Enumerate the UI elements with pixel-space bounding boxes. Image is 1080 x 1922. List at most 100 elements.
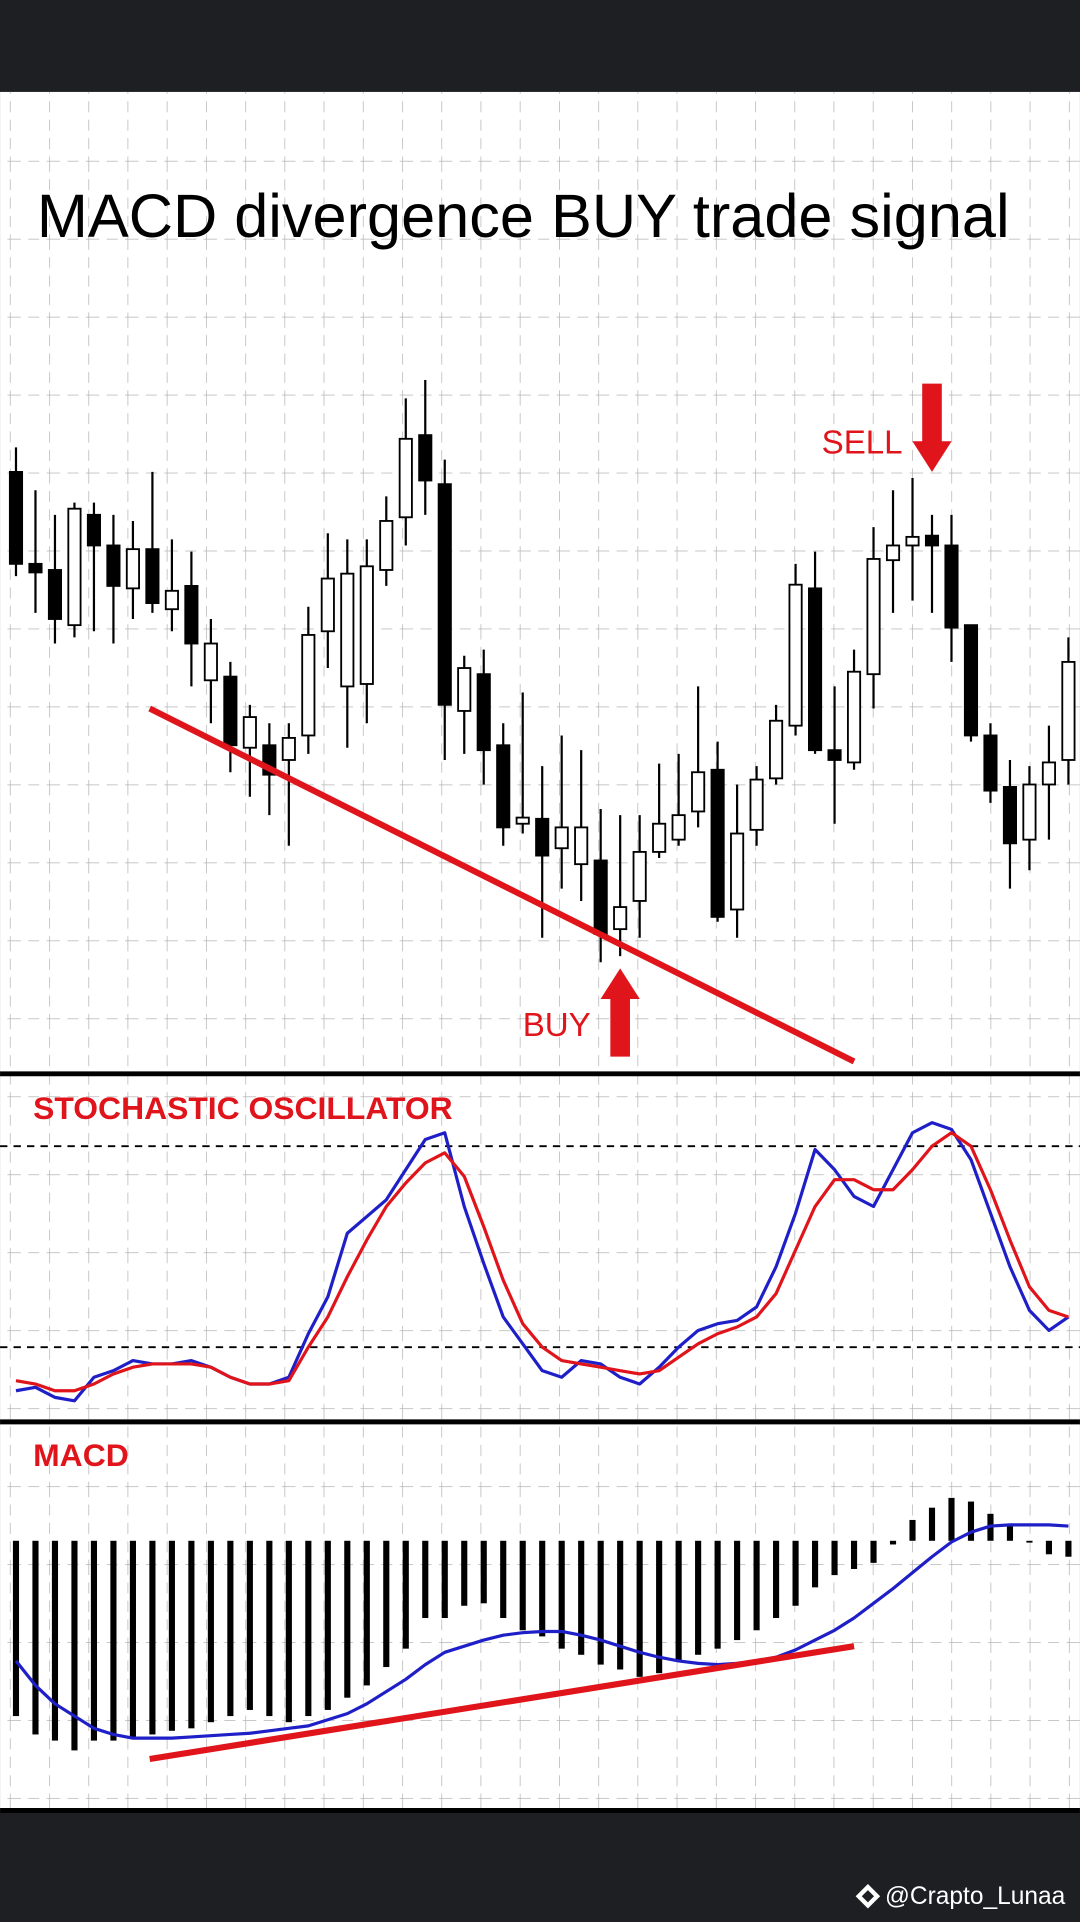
histogram-bar [1006, 1526, 1014, 1541]
histogram-bar [1026, 1540, 1033, 1543]
candle-body [691, 771, 706, 813]
histogram-bar [636, 1540, 643, 1677]
histogram-bar [246, 1540, 253, 1710]
candle-body [359, 565, 374, 685]
histogram-bar [71, 1540, 78, 1751]
histogram-bar [402, 1540, 409, 1649]
candle-body [437, 483, 452, 706]
histogram-bar [285, 1540, 292, 1723]
histogram-bar [422, 1540, 429, 1619]
histogram-bar [383, 1540, 390, 1668]
candle-body [242, 716, 257, 749]
candle-body [944, 544, 959, 629]
watermark-logo [855, 1884, 881, 1909]
histogram-bar [909, 1519, 916, 1541]
histogram-bar [149, 1540, 156, 1735]
candle-body [379, 520, 394, 571]
histogram-bar [695, 1540, 702, 1655]
histogram-bar [773, 1540, 780, 1619]
histogram-bar [324, 1540, 331, 1710]
arrow [600, 968, 640, 1057]
histogram-bar [519, 1540, 526, 1631]
trendline [149, 1643, 855, 1762]
panel-title: STOCHASTIC OSCILLATOR [33, 1090, 453, 1126]
candle-body [106, 544, 121, 587]
histogram-bar [500, 1540, 507, 1619]
candle-body [476, 673, 491, 752]
candle-body [340, 572, 355, 688]
candle-body [710, 768, 725, 918]
candle-body [418, 434, 433, 482]
candle-body [846, 670, 862, 764]
histogram-bar [967, 1501, 975, 1541]
histogram-bar [266, 1540, 273, 1717]
candle-body [86, 513, 101, 547]
candle-body [788, 583, 803, 727]
histogram-bar [831, 1540, 838, 1576]
candle-body [67, 507, 82, 627]
histogram-bar [656, 1540, 663, 1674]
histogram-bar [90, 1540, 98, 1741]
histogram-bar [1065, 1540, 1072, 1557]
histogram-bar [110, 1540, 117, 1741]
grid [0, 91, 1080, 1812]
candle-body [125, 548, 140, 590]
candle-body [1061, 660, 1076, 761]
series-line [15, 1131, 1069, 1393]
histogram-bar [734, 1540, 741, 1641]
histogram-bar [617, 1540, 624, 1670]
candle-body [28, 562, 43, 574]
histogram-bar [344, 1540, 351, 1698]
candle-body [535, 817, 550, 857]
histogram-bar [597, 1540, 604, 1665]
chart-title: MACD divergence BUY trade signal [37, 182, 1010, 250]
histogram-bar [51, 1540, 59, 1741]
candle-body [652, 822, 667, 853]
candle-body [983, 734, 998, 792]
histogram-bar [12, 1540, 20, 1717]
candle-body [8, 471, 24, 565]
histogram-bar [188, 1540, 195, 1729]
histogram-bar [948, 1497, 955, 1541]
histogram-bar [928, 1507, 936, 1541]
histogram-bar [811, 1540, 819, 1588]
candle-body [281, 736, 296, 761]
candle-body [1022, 783, 1037, 841]
annotation-label: SELL [822, 425, 903, 462]
candle-body [730, 832, 745, 911]
candle-body [671, 814, 686, 841]
candle-body [613, 906, 628, 931]
trendline [148, 705, 856, 1065]
candle-body [924, 534, 940, 547]
candle-body [554, 826, 569, 850]
candle-body [769, 719, 784, 780]
histogram-bar [714, 1540, 721, 1649]
histogram-bar [168, 1540, 175, 1731]
histogram-bar [227, 1540, 234, 1717]
histogram-bar [480, 1540, 487, 1604]
candle-body [515, 816, 530, 825]
histogram-bar [441, 1540, 448, 1619]
histogram-bar [129, 1540, 136, 1739]
candle-body [320, 577, 335, 633]
candle-body [496, 744, 511, 829]
histogram-bar [578, 1540, 585, 1655]
candle-body [905, 535, 920, 547]
histogram-bar [850, 1540, 858, 1569]
histogram-bar [870, 1540, 877, 1563]
histogram-bar [539, 1540, 546, 1637]
candle-body [164, 589, 179, 611]
candle-body [301, 634, 316, 737]
candle-body [47, 569, 63, 620]
histogram-bar [558, 1540, 565, 1649]
candle-body [749, 778, 764, 831]
series-line [15, 1121, 1070, 1403]
candle-body [1002, 786, 1018, 845]
watermark: @Crapto_Lunaa [885, 1883, 1066, 1910]
histogram-bar [461, 1540, 468, 1606]
candle-body [808, 587, 823, 752]
candle-body [574, 826, 589, 866]
histogram-bar [363, 1540, 370, 1686]
candle-body [145, 548, 160, 604]
